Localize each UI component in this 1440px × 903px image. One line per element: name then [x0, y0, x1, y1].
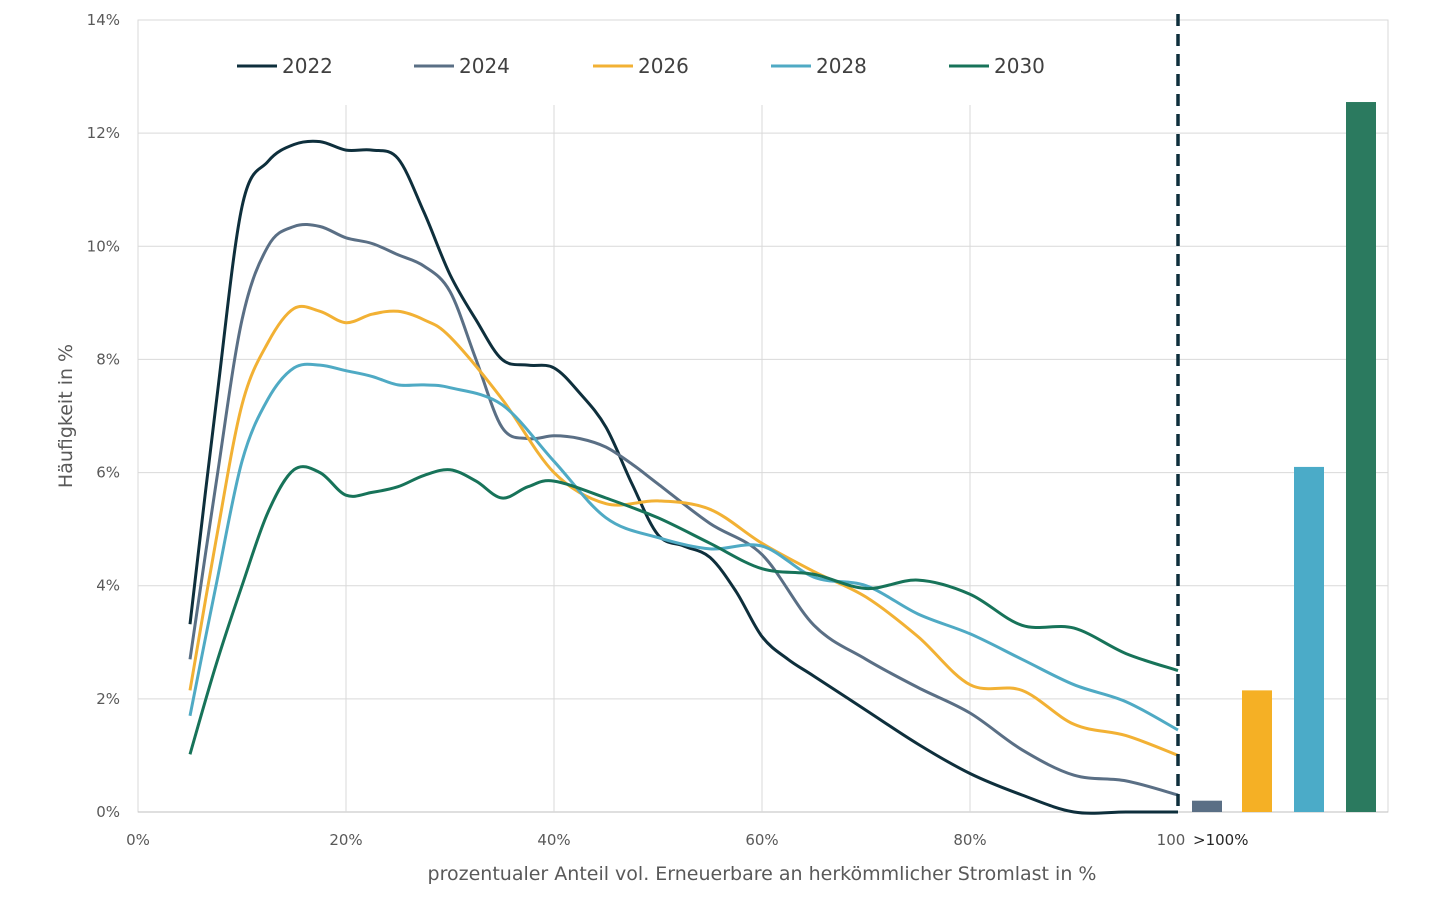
y-tick-label: 6%: [96, 464, 120, 482]
overflow-bar-2024: [1192, 800, 1222, 812]
series-line-2028: [188, 362, 1179, 732]
y-axis-title: Häufigkeit in %: [55, 344, 77, 488]
y-tick-label: 14%: [87, 11, 120, 29]
y-tick-label: 4%: [96, 577, 120, 595]
overflow-bars: [1192, 102, 1376, 813]
legend-label-2022: 2022: [282, 54, 333, 78]
legend-label-2024: 2024: [459, 54, 510, 78]
y-axis-ticks: 0% 2% 4% 6% 8% 10% 12% 14%: [87, 11, 120, 821]
x-tick-label: 40%: [537, 831, 570, 849]
series-lines: [188, 139, 1179, 815]
overflow-bar-2026: [1242, 690, 1272, 812]
series-line-2024: [188, 223, 1179, 797]
y-tick-label: 8%: [96, 350, 120, 368]
x-axis-title: prozentualer Anteil vol. Erneuerbare an …: [428, 863, 1097, 885]
overflow-label: >100%: [1193, 831, 1248, 849]
series-line-2030: [188, 465, 1179, 755]
legend: 2022 2024 2026 2028 2030: [237, 54, 1045, 78]
legend-label-2026: 2026: [638, 54, 689, 78]
overflow-bar-2030: [1346, 102, 1376, 813]
y-tick-label: 0%: [96, 803, 120, 821]
y-tick-label: 12%: [87, 124, 120, 142]
series-line-2022: [188, 139, 1178, 815]
overflow-bar-2028: [1294, 466, 1324, 812]
x-tick-label: 80%: [953, 831, 986, 849]
x-axis-ticks: 0% 20% 40% 60% 80% 100: [126, 831, 1185, 849]
plot-frame: [137, 19, 1389, 813]
x-tick-label: 20%: [329, 831, 362, 849]
gridlines: [137, 19, 1389, 813]
legend-label-2030: 2030: [994, 54, 1045, 78]
x-tick-label: 0%: [126, 831, 150, 849]
x-tick-label: 60%: [745, 831, 778, 849]
y-tick-label: 10%: [87, 237, 120, 255]
y-tick-label: 2%: [96, 690, 120, 708]
series-line-2026: [188, 304, 1179, 757]
legend-label-2028: 2028: [816, 54, 867, 78]
x-tick-label: 100: [1157, 831, 1186, 849]
